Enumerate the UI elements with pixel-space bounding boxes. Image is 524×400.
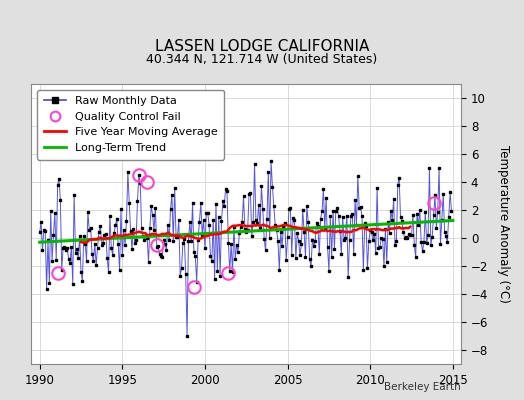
Legend: Raw Monthly Data, Quality Control Fail, Five Year Moving Average, Long-Term Tren: Raw Monthly Data, Quality Control Fail, … [37,90,224,160]
Text: Berkeley Earth: Berkeley Earth [385,382,461,392]
Text: LASSEN LODGE CALIFORNIA: LASSEN LODGE CALIFORNIA [155,39,369,54]
Y-axis label: Temperature Anomaly (°C): Temperature Anomaly (°C) [497,145,510,303]
Text: 40.344 N, 121.714 W (United States): 40.344 N, 121.714 W (United States) [146,53,378,66]
